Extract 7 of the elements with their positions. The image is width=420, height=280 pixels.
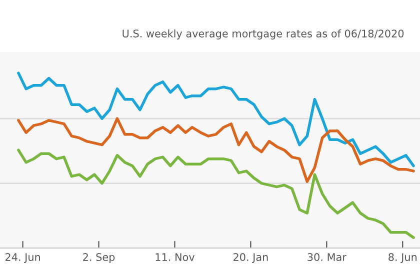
x-tick-label: 2. Sep <box>83 253 115 264</box>
x-tick-label: 8. Jun <box>388 253 417 263</box>
chart-subtitle: U.S. weekly average mortgage rates as of 06/18/2020 <box>122 29 404 40</box>
x-tick-label: 30. Mar <box>308 253 346 262</box>
x-tick-label: 11. Nov <box>156 253 195 262</box>
x-tick-label: 20. Jan <box>233 253 268 263</box>
x-tick-label: 24. Jun <box>5 253 40 263</box>
